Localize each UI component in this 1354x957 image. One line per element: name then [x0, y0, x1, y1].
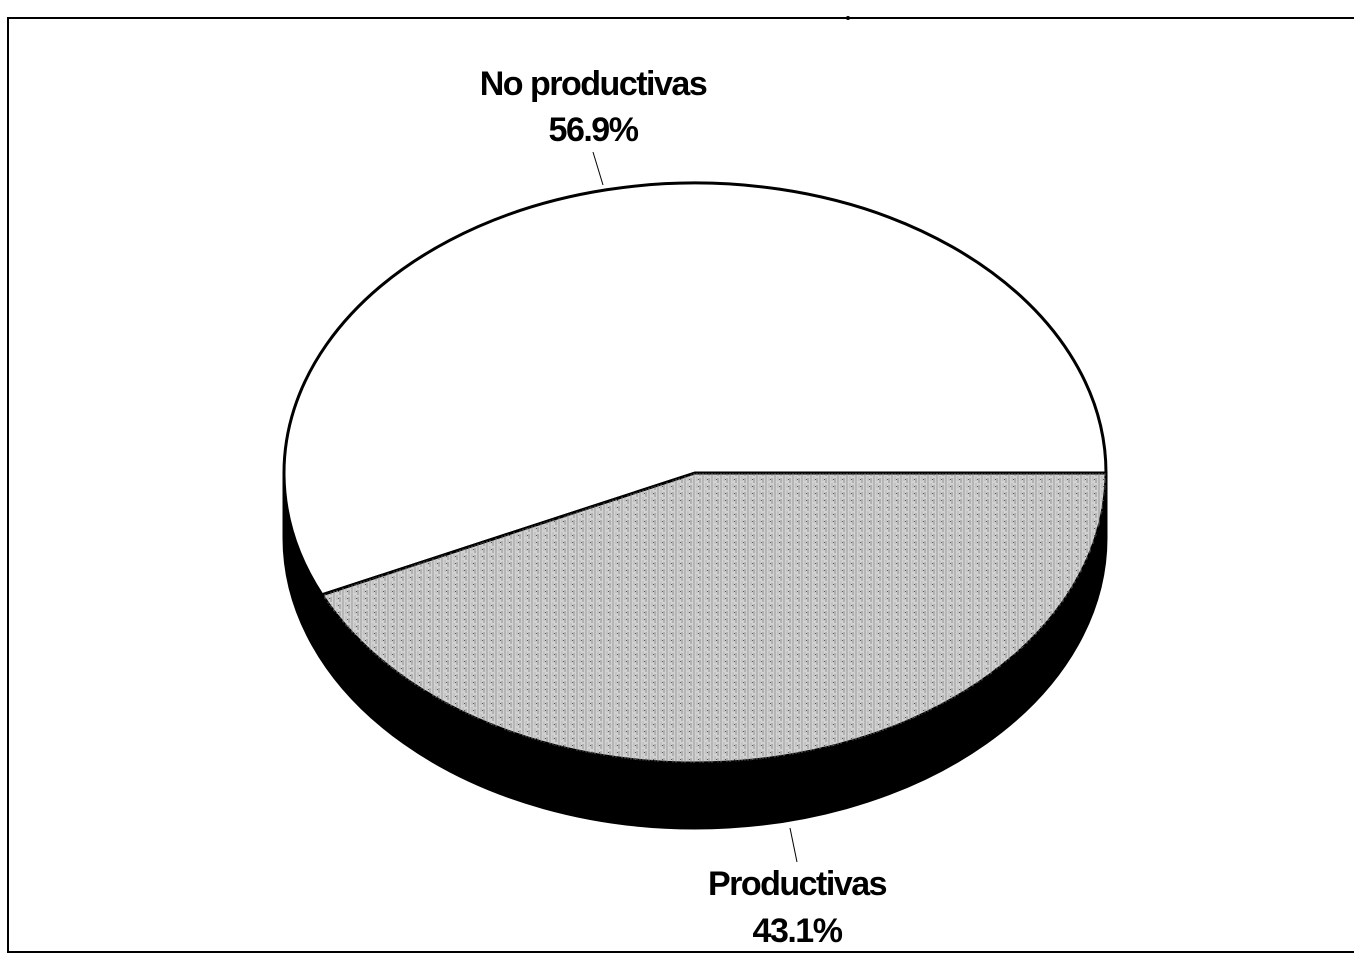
- slice-value-label: 43.1%: [753, 912, 843, 950]
- leader-line: [789, 827, 798, 863]
- slices: [282, 181, 1108, 765]
- slice-label: Productivas: [708, 865, 887, 903]
- slice-value-label: 56.9%: [549, 111, 639, 149]
- chart-frame: [7, 17, 1354, 953]
- slice-label: No productivas: [480, 65, 707, 103]
- leader-line: [592, 151, 604, 186]
- speck: [846, 16, 850, 20]
